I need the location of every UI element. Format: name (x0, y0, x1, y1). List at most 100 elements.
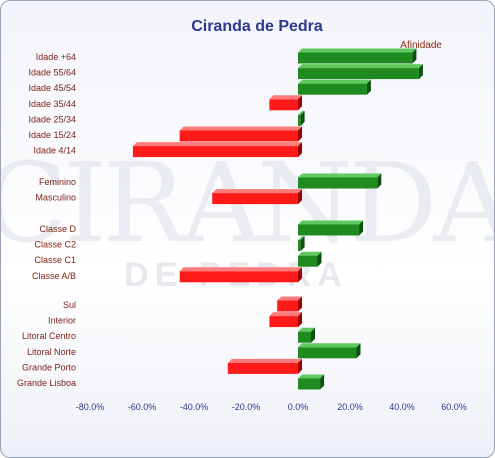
bar-side-face (298, 312, 302, 328)
bar (227, 358, 302, 374)
bar (179, 126, 302, 142)
bar-side-face (298, 267, 302, 283)
bar-front-face (212, 193, 298, 205)
bar-side-face (317, 251, 322, 267)
category-label: Idade 25/34 (28, 114, 76, 124)
bar-front-face (298, 255, 318, 267)
category-label: Classe D (39, 224, 76, 234)
x-tick-label: -80.0% (76, 402, 105, 412)
bar (298, 343, 361, 359)
category-label: Masculino (35, 193, 76, 203)
bar-front-face (277, 300, 298, 312)
bar-top-face (298, 374, 325, 379)
bar-top-face (269, 312, 302, 317)
bar-front-face (298, 331, 311, 343)
bar-top-face (298, 236, 305, 241)
bar-front-face (298, 224, 360, 236)
bar (132, 142, 302, 158)
bar-front-face (269, 99, 298, 111)
bar-top-face (179, 126, 302, 131)
category-label: Feminino (39, 177, 76, 187)
category-label: Grande Lisboa (17, 378, 76, 388)
bar-top-face (269, 95, 302, 100)
bar (298, 236, 305, 252)
bar-front-face (298, 347, 357, 359)
bar-side-face (418, 64, 423, 80)
bar-side-face (298, 142, 302, 158)
bar-side-face (311, 327, 315, 343)
bar-side-face (298, 189, 302, 205)
category-label: Idade 35/44 (28, 99, 76, 109)
category-label: Litoral Norte (27, 347, 76, 357)
bar (277, 296, 302, 312)
category-label: Classe C1 (34, 255, 76, 265)
bar-side-face (366, 79, 371, 95)
chart-title: Ciranda de Pedra (191, 18, 323, 35)
bar (298, 79, 371, 95)
bar (298, 64, 423, 80)
bars-layer (132, 48, 423, 390)
x-tick-label: 60.0% (441, 402, 467, 412)
bar-front-face (298, 177, 378, 189)
bar-side-face (377, 173, 382, 189)
bar-front-face (298, 240, 301, 252)
bar-front-face (298, 52, 413, 64)
bar-side-face (412, 48, 417, 64)
bar-top-face (227, 358, 302, 363)
bar-front-face (179, 271, 298, 283)
category-label: Idade 55/64 (28, 68, 76, 78)
category-label: Classe A/B (32, 271, 76, 281)
bar (212, 189, 302, 205)
category-label: Litoral Centro (22, 331, 76, 341)
category-label: Sul (63, 300, 76, 310)
category-label: Idade 4/14 (33, 146, 76, 156)
bar-front-face (179, 130, 298, 142)
bar-top-face (212, 189, 302, 194)
category-label: Idade 15/24 (28, 130, 76, 140)
x-tick-label: -40.0% (180, 402, 209, 412)
bar (298, 374, 325, 390)
bar-side-face (300, 236, 305, 252)
x-tick-labels: -80.0% -60.0% -40.0% -20.0% 0.0% 20.0% 40.0% 60… (76, 402, 467, 412)
bar (298, 48, 417, 64)
bar (298, 110, 305, 126)
bar (298, 173, 382, 189)
category-label: Idade +64 (36, 52, 76, 62)
category-labels: Idade +64 Idade 55/64 Idade 45/54 Idade 35/… (17, 52, 77, 388)
bar-side-face (298, 95, 302, 111)
bar-top-face (298, 110, 305, 115)
bar-front-face (298, 68, 419, 80)
bar-top-face (298, 64, 423, 69)
category-label: Grande Porto (22, 362, 76, 372)
x-tick-label: 20.0% (337, 402, 363, 412)
bar-side-face (298, 126, 302, 142)
bar-top-face (298, 343, 361, 348)
bar-top-face (298, 251, 322, 256)
bar-top-face (298, 48, 417, 53)
bar-front-face (298, 83, 367, 95)
bar-top-face (132, 142, 302, 147)
bar-top-face (298, 220, 364, 225)
legend-label: Afinidade (400, 40, 442, 51)
x-tick-label: 0.0% (288, 402, 309, 412)
bar-top-face (298, 173, 382, 178)
x-tick-label: -20.0% (232, 402, 261, 412)
bar-side-face (320, 374, 325, 390)
bar (298, 327, 315, 343)
category-label: Classe C2 (34, 240, 76, 250)
bar-front-face (298, 114, 301, 126)
bar-side-face (356, 343, 361, 359)
bar-top-face (179, 267, 302, 272)
bar (269, 95, 302, 111)
bar-side-face (298, 358, 302, 374)
bar-top-face (277, 296, 302, 301)
bar-top-face (298, 327, 315, 332)
bar-front-face (298, 378, 321, 390)
bar-top-face (298, 79, 371, 84)
x-tick-label: -60.0% (128, 402, 157, 412)
bar (298, 251, 322, 267)
bar-front-face (269, 316, 298, 328)
bar-front-face (132, 146, 298, 158)
